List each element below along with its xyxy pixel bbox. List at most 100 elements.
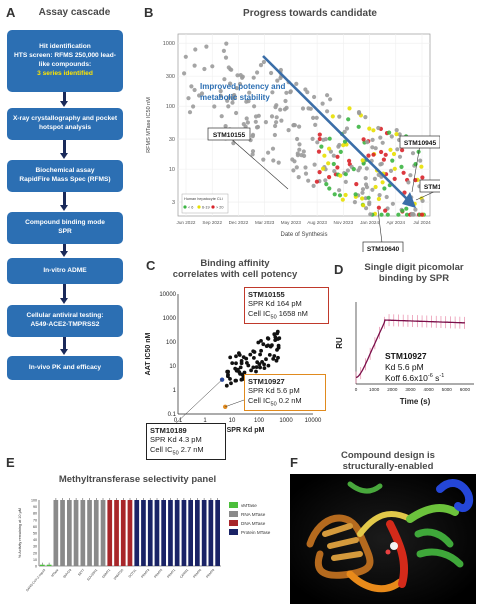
ytick-label-c: 100 (166, 340, 177, 346)
legend-label-e: DNA MTase (241, 521, 266, 526)
data-point-b (354, 182, 359, 187)
bar-e (60, 500, 65, 566)
xtick-label-e: PRMT5 (153, 568, 163, 579)
xtick-label-c: 10 (229, 418, 236, 424)
data-point-c (262, 362, 266, 367)
chart-b-potency-progress: 3 10 30 100 300 1000 Jun 2022 Sep 2022 Dec 2022 M… (146, 33, 440, 252)
xtick-label-b: Dec 2022 (229, 220, 249, 225)
data-point-c (273, 338, 278, 342)
bar-e (53, 500, 59, 566)
data-point-c (271, 357, 276, 361)
xtick-label-e: SUV39H1 (86, 568, 98, 582)
bar-e (147, 500, 153, 566)
data-point-b (418, 158, 423, 163)
data-point-b (420, 175, 425, 180)
data-point-b (351, 167, 356, 172)
chart-d-spr-sensorgram: 0 1000 2000 3000 4000 5000 6000 Time (s) RU (335, 302, 474, 406)
spr-compound-name: STM10927 (385, 351, 427, 361)
data-point-b (376, 196, 381, 202)
data-point-b (235, 73, 240, 78)
xtick-label-b: Mar 2023 (255, 220, 275, 225)
data-point-b (338, 173, 343, 178)
data-point-b (255, 70, 260, 75)
data-point-b (408, 173, 413, 178)
xtick-label-e: MTase (50, 568, 59, 578)
data-point-b (272, 132, 277, 138)
data-point-b (275, 78, 280, 83)
data-point-b (218, 93, 223, 98)
data-point-c (275, 329, 280, 334)
data-point-b (343, 192, 348, 198)
data-point-b (388, 168, 394, 173)
data-point-b (273, 105, 278, 110)
data-point-b (365, 140, 370, 145)
data-point-b (269, 70, 274, 76)
data-point-b (306, 178, 311, 183)
data-point-b (371, 128, 376, 133)
callout-box-b (362, 241, 404, 252)
data-point-b (286, 128, 291, 133)
data-point-b (366, 195, 371, 200)
data-point-b (364, 166, 369, 171)
data-point-b (311, 183, 316, 188)
xlabel-d: Time (s) (400, 397, 431, 406)
bar-e (141, 500, 146, 566)
data-point-b (246, 99, 251, 104)
data-point-b (244, 116, 249, 121)
cascade-arrow (60, 192, 68, 211)
data-point-b (343, 172, 348, 177)
ytick-label-b: 10 (169, 167, 175, 173)
cascade-arrow (60, 244, 68, 257)
data-point-b (266, 150, 271, 155)
cascade-step-6-line-1: Cellular antiviral testing: (26, 312, 104, 320)
data-point-b (212, 104, 217, 109)
panel-f-title: Compound design is structurally-enabled (308, 450, 468, 473)
data-point-b (361, 137, 366, 142)
ytick-label-c: 1000 (163, 316, 177, 322)
annotation-line2-b: metabolic stability (200, 93, 270, 102)
data-point-b (337, 188, 342, 193)
data-point-b (326, 161, 331, 166)
panel-letter-f: F (290, 455, 298, 470)
data-point-b (273, 123, 278, 129)
data-point-b (392, 166, 397, 171)
bar-e (100, 500, 106, 566)
xtick-label-d: 3000 (405, 387, 416, 392)
data-point-b (413, 207, 418, 212)
data-point-b (360, 190, 365, 195)
bar-e (154, 500, 160, 566)
data-point-b (295, 151, 300, 156)
bar-e (127, 500, 133, 566)
data-point-b (311, 115, 316, 120)
legend-swatch-e (229, 529, 238, 535)
cascade-step-3: Biochemical assay RapidFire Mass Spec (RF… (7, 160, 123, 192)
data-point-b (258, 63, 264, 68)
data-point-b (283, 98, 288, 104)
data-point-b (192, 87, 197, 93)
data-point-b (353, 192, 358, 197)
data-point-b (325, 109, 330, 114)
data-point-c (266, 343, 270, 348)
data-point-b (314, 179, 319, 184)
data-point-b (400, 208, 405, 213)
data-point-c (276, 343, 281, 348)
data-point-b (312, 162, 317, 167)
data-point-b (296, 175, 301, 180)
data-point-b (379, 212, 384, 217)
xtick-label-b: Jun 2022 (177, 220, 196, 225)
cascade-step-3-line-1: Biochemical assay (35, 167, 95, 175)
data-point-c (272, 332, 277, 337)
data-point-b (192, 63, 197, 68)
protein-ribbon-illustration (290, 474, 476, 604)
panel-b-title: Progress towards candidate (243, 8, 377, 19)
data-point-b (186, 96, 191, 101)
data-point-b (337, 193, 343, 198)
data-point-b (261, 157, 266, 162)
cascade-step-1-line-3: like compounds: (38, 61, 92, 68)
data-point-c (262, 366, 267, 370)
data-point-b (294, 81, 299, 86)
data-point-b (406, 180, 411, 185)
data-point-b (390, 201, 395, 206)
xtick-label-b: May 2023 (281, 220, 302, 225)
ytick-label-e: 100 (31, 499, 37, 503)
